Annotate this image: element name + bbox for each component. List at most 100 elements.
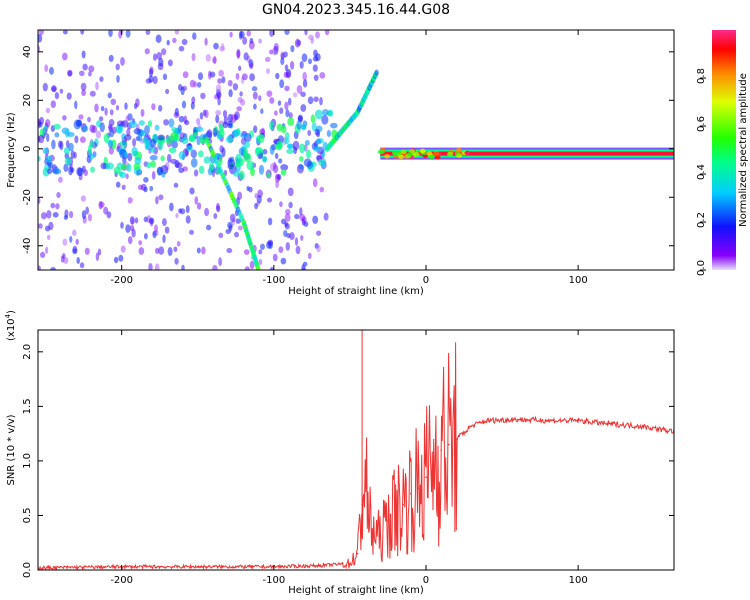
noise-speck (258, 95, 262, 102)
noise-speck (120, 221, 124, 229)
noise-speck (88, 71, 92, 77)
noise-speck (169, 202, 174, 212)
spectrogram-marks (38, 30, 674, 270)
noise-speck (300, 104, 307, 112)
noise-speck (284, 222, 290, 230)
noise-speck (78, 70, 85, 77)
noise-band-blob (77, 167, 84, 177)
noise-band-blob (107, 139, 114, 146)
noise-speck (60, 255, 65, 263)
noise-speck (307, 252, 312, 260)
noise-speck (125, 115, 130, 122)
noise-speck (148, 68, 154, 77)
noise-speck (157, 62, 164, 71)
noise-speck (237, 191, 243, 200)
noise-band-blob (146, 161, 152, 169)
noise-band-blob (330, 122, 338, 129)
descending-streak-blob (255, 265, 261, 270)
noise-speck (307, 130, 312, 136)
noise-speck (313, 74, 319, 81)
snr-marks (38, 330, 674, 570)
noise-band-blob (46, 155, 53, 163)
noise-speck (116, 74, 120, 83)
noise-speck (108, 54, 114, 62)
snr-y-tick-label: 0.0 (22, 562, 33, 578)
noise-speck (154, 224, 158, 233)
noise-speck (50, 267, 56, 270)
noise-speck (302, 79, 308, 88)
noise-speck (205, 224, 212, 231)
noise-band-blob (165, 136, 174, 145)
carrier-blob (384, 154, 391, 159)
noise-speck (120, 245, 126, 253)
noise-speck (264, 56, 271, 63)
noise-speck (197, 72, 204, 81)
noise-speck (285, 109, 290, 118)
noise-speck (165, 88, 170, 95)
noise-speck (44, 64, 49, 73)
noise-band-blob (38, 156, 41, 162)
snr-panel: -200 -100 0 100 0.0 0.5 1.0 1.5 2.0 Height of s… (4, 310, 675, 596)
noise-band-blob (244, 140, 250, 149)
noise-band-blob (144, 125, 150, 135)
noise-band-blob (68, 142, 74, 152)
noise-speck (273, 45, 279, 55)
noise-band-blob (166, 153, 172, 163)
noise-speck (271, 47, 278, 56)
carrier-blob (433, 151, 440, 156)
noise-speck (175, 212, 179, 219)
noise-band-blob (54, 132, 60, 138)
snr-x-axis-label: Height of straight line (km) (288, 585, 424, 596)
noise-band-blob (115, 123, 124, 134)
noise-speck (127, 197, 134, 204)
noise-speck (304, 30, 308, 36)
noise-band-blob (47, 168, 53, 175)
noise-band-blob (240, 132, 248, 139)
noise-speck (158, 194, 164, 201)
noise-speck (62, 115, 67, 121)
noise-speck (189, 229, 194, 235)
noise-speck (299, 213, 306, 222)
noise-speck (107, 92, 112, 99)
noise-speck (84, 247, 90, 255)
noise-speck (246, 185, 250, 191)
noise-band-blob (299, 156, 304, 162)
noise-speck (100, 106, 105, 112)
noise-speck (95, 130, 102, 139)
noise-speck (274, 173, 280, 183)
noise-band-blob (269, 144, 275, 155)
carrier-blob (464, 150, 471, 156)
noise-speck (308, 58, 312, 65)
noise-band-blob (100, 162, 107, 170)
noise-speck (215, 110, 222, 116)
noise-speck (199, 112, 204, 120)
noise-band-blob (188, 134, 195, 142)
noise-speck (38, 197, 41, 204)
noise-speck (99, 201, 105, 208)
noise-speck (56, 192, 61, 198)
noise-speck (218, 257, 222, 267)
noise-speck (178, 84, 183, 91)
noise-speck (213, 55, 217, 65)
noise-speck (243, 249, 250, 255)
noise-speck (196, 202, 202, 210)
noise-band-blob (54, 168, 62, 175)
svg-text:(x104): (x104) (4, 310, 17, 341)
noise-speck (216, 91, 222, 99)
noise-speck (127, 197, 132, 204)
noise-band-blob (89, 140, 95, 148)
noise-speck (278, 158, 283, 164)
noise-band-blob (121, 140, 126, 146)
noise-speck (143, 176, 149, 183)
noise-speck (161, 48, 167, 56)
noise-speck (202, 109, 207, 117)
noise-speck (274, 110, 278, 116)
carrier-blob (379, 149, 385, 155)
spectrogram-x-tick-label: -100 (262, 275, 285, 286)
noise-band-blob (208, 162, 215, 172)
noise-speck (167, 59, 173, 67)
noise-band-blob (39, 128, 45, 138)
noise-speck (69, 235, 73, 243)
noise-speck (204, 109, 209, 119)
noise-speck (315, 31, 320, 39)
